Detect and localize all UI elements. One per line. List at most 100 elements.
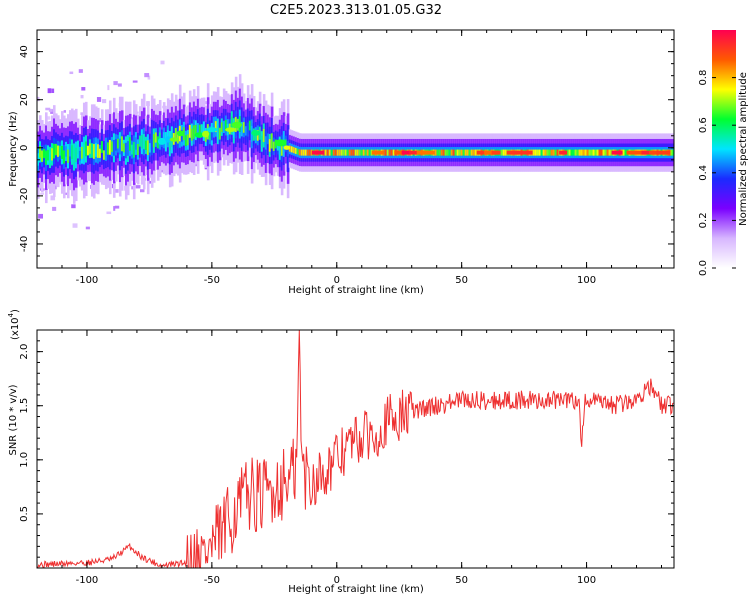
heatmap-cell bbox=[102, 150, 106, 160]
heatmap-cell bbox=[458, 149, 462, 156]
heatmap-cell bbox=[602, 149, 606, 156]
heatmap-cell bbox=[540, 149, 544, 156]
spectrogram-y-ticks: -40 -20 0 20 40 bbox=[19, 39, 674, 269]
heatmap-cell bbox=[120, 136, 124, 152]
speckle-cell bbox=[99, 118, 102, 123]
heatmap-cell bbox=[672, 149, 674, 156]
heatmap-cell bbox=[298, 149, 302, 156]
heatmap-cell bbox=[504, 149, 508, 156]
colorbar-label: Normalized spectral amplitude bbox=[738, 72, 749, 226]
heatmap-cell bbox=[66, 149, 70, 163]
speckle-cell bbox=[71, 204, 76, 209]
heatmap-cell bbox=[88, 143, 92, 154]
speckle-cell bbox=[50, 195, 56, 201]
heatmap-hotspot bbox=[165, 136, 172, 143]
spectrogram-x-ticks: -100 -50 0 50 100 bbox=[36, 30, 663, 286]
speckle-cell bbox=[51, 88, 55, 93]
heatmap-hotspot bbox=[225, 127, 237, 133]
heatmap-cell bbox=[168, 136, 172, 151]
speckle-cell bbox=[47, 88, 52, 94]
x-tick-label: -100 bbox=[76, 275, 99, 286]
heatmap-cell bbox=[604, 149, 608, 156]
heatmap-cell bbox=[100, 141, 104, 153]
heatmap-cell bbox=[386, 149, 390, 156]
heatmap-cell bbox=[56, 145, 60, 157]
heatmap-cell bbox=[436, 149, 440, 156]
heatmap-cell bbox=[124, 142, 128, 159]
heatmap-cell bbox=[270, 133, 274, 149]
heatmap-cell bbox=[362, 149, 366, 156]
heatmap-cell bbox=[392, 149, 396, 156]
heatmap-cell bbox=[142, 134, 146, 150]
speckle-cell bbox=[38, 213, 44, 219]
heatmap-peak-segment bbox=[491, 150, 501, 155]
heatmap-peak-segment bbox=[416, 150, 435, 155]
speckle-cell bbox=[63, 110, 67, 113]
heatmap-cell bbox=[196, 123, 200, 137]
heatmap-cell bbox=[358, 149, 362, 156]
heatmap-cell bbox=[244, 126, 248, 136]
x-tick-label: 100 bbox=[577, 575, 596, 586]
spectrogram-heatmap bbox=[37, 60, 674, 230]
snr-panel: -100 -50 0 50 100 0.5 1.0 1.5 2.0 Height of str… bbox=[7, 309, 675, 595]
heatmap-cell bbox=[76, 144, 80, 155]
heatmap-cell bbox=[576, 149, 580, 156]
heatmap-cell bbox=[130, 144, 134, 155]
speckle-cell bbox=[46, 116, 51, 120]
colorbar: 0.0 0.2 0.4 0.6 0.8 Normalized spectral ampl… bbox=[698, 30, 749, 276]
heatmap-cell bbox=[86, 145, 90, 156]
heatmap-cell bbox=[150, 134, 154, 149]
heatmap-cell bbox=[474, 149, 478, 156]
heatmap-cell bbox=[188, 124, 192, 138]
x-tick-label: 50 bbox=[455, 575, 468, 586]
speckle-cell bbox=[160, 60, 165, 65]
speckle-cell bbox=[96, 97, 102, 102]
x-tick-label: -100 bbox=[76, 575, 99, 586]
heatmap-cell bbox=[38, 146, 42, 158]
heatmap-cell bbox=[344, 149, 348, 156]
speckle-cell bbox=[113, 81, 118, 86]
svg-text:(x104): (x104) bbox=[7, 309, 21, 340]
heatmap-cell bbox=[52, 143, 56, 159]
heatmap-cell bbox=[220, 122, 224, 132]
heatmap-cell bbox=[590, 149, 594, 156]
heatmap-cell bbox=[456, 149, 460, 156]
heatmap-cell bbox=[74, 147, 78, 163]
heatmap-cell bbox=[332, 149, 336, 156]
heatmap-cell bbox=[338, 149, 342, 156]
heatmap-cell bbox=[78, 150, 82, 161]
heatmap-hotspot bbox=[202, 130, 210, 138]
heatmap-cell bbox=[582, 149, 586, 156]
heatmap-cell bbox=[442, 149, 446, 156]
heatmap-peak-segment bbox=[514, 150, 533, 155]
y-tick-label: 40 bbox=[19, 45, 30, 58]
colorbar-tick-label: 0.6 bbox=[698, 117, 709, 133]
snr-frame bbox=[36, 329, 675, 569]
colorbar-ticks: 0.0 0.2 0.4 0.6 0.8 bbox=[698, 70, 736, 276]
speckle-cell bbox=[40, 192, 45, 195]
heatmap-cell bbox=[136, 143, 140, 155]
heatmap-cell bbox=[584, 149, 588, 156]
y-tick-label: 1.5 bbox=[19, 398, 30, 414]
heatmap-cell bbox=[502, 149, 506, 156]
heatmap-cell bbox=[472, 149, 476, 156]
heatmap-cell bbox=[154, 132, 158, 143]
heatmap-cell bbox=[116, 138, 120, 149]
heatmap-cell bbox=[262, 128, 266, 142]
spectrogram-y-label: Frequency (Hz) bbox=[8, 111, 19, 187]
speckle-cell bbox=[80, 112, 84, 115]
heatmap-cell bbox=[184, 135, 188, 147]
speckle-cell bbox=[48, 108, 53, 112]
heatmap-cell bbox=[470, 149, 474, 156]
heatmap-cell bbox=[434, 149, 438, 156]
heatmap-cell bbox=[230, 116, 234, 130]
heatmap-cell bbox=[554, 149, 558, 156]
heatmap-cell bbox=[112, 139, 116, 156]
heatmap-cell bbox=[186, 134, 190, 146]
figure-title: C2E5.2023.313.01.05.G32 bbox=[270, 3, 442, 18]
heatmap-cell bbox=[622, 149, 626, 156]
heatmap-cell bbox=[532, 149, 536, 156]
snr-multiplier-base: (x10 bbox=[10, 317, 21, 340]
heatmap-cell bbox=[346, 149, 350, 156]
